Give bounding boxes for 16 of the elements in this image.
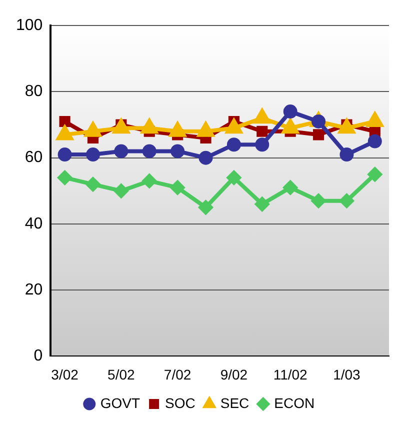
y-tick-label: 40 [24,215,43,232]
legend-label: SOC [165,394,196,411]
y-tick-label: 80 [24,83,43,100]
x-tick-label: 9/02 [220,366,248,382]
legend-label: ECON [274,394,315,411]
x-tick-label: 7/02 [164,366,192,382]
y-tick-label: 100 [16,17,43,34]
y-tick-label: 20 [24,281,43,298]
x-tick-label: 3/02 [51,366,79,382]
y-tick-label: 0 [34,348,43,365]
legend-label: SEC [220,394,250,411]
legend-label: GOVT [100,394,140,411]
x-tick-label: 5/02 [108,366,136,382]
x-tick-label: 1/03 [333,366,361,382]
x-tick-label: 11/02 [273,366,308,382]
y-tick-label: 60 [24,149,43,166]
